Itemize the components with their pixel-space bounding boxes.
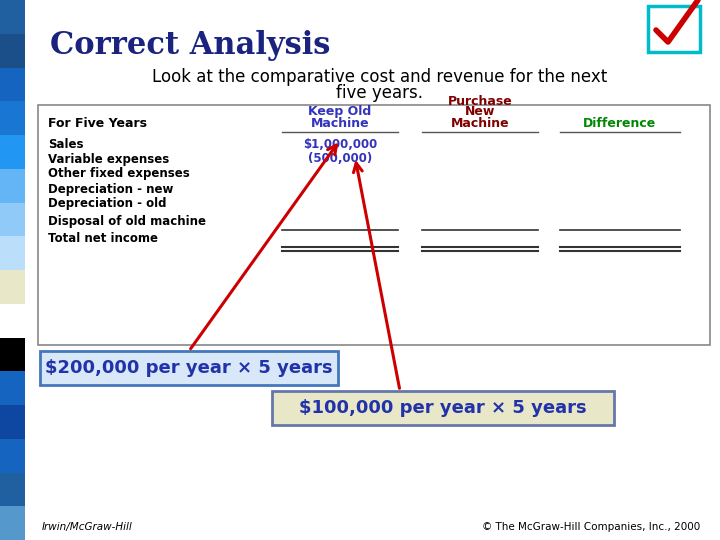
Bar	[38, 105, 710, 345]
Bar	[0, 372, 25, 405]
Text: Sales: Sales	[48, 138, 84, 151]
Bar	[0, 472, 25, 507]
Text: $100,000 per year × 5 years: $100,000 per year × 5 years	[300, 399, 587, 417]
Bar	[272, 391, 614, 425]
Text: Variable expenses: Variable expenses	[48, 152, 169, 165]
Bar	[0, 405, 25, 438]
Text: Keep Old: Keep Old	[308, 105, 372, 118]
Bar	[0, 102, 25, 135]
Bar	[0, 438, 25, 472]
Text: Difference: Difference	[583, 117, 657, 130]
Text: Other fixed expenses: Other fixed expenses	[48, 167, 190, 180]
Text: five years.: five years.	[336, 84, 423, 102]
Bar	[0, 303, 25, 338]
Text: Total net income: Total net income	[48, 233, 158, 246]
Text: Machine: Machine	[451, 117, 509, 130]
Bar	[0, 135, 25, 168]
Bar	[0, 0, 25, 33]
Bar	[0, 168, 25, 202]
Bar	[648, 6, 700, 52]
Text: Purchase: Purchase	[448, 95, 513, 108]
Bar	[0, 270, 25, 303]
Text: Machine: Machine	[311, 117, 369, 130]
Text: Depreciation - old: Depreciation - old	[48, 198, 166, 211]
Text: © The McGraw-Hill Companies, Inc., 2000: © The McGraw-Hill Companies, Inc., 2000	[482, 522, 700, 532]
Text: New: New	[465, 105, 495, 118]
Bar	[0, 202, 25, 237]
Bar	[0, 237, 25, 270]
Text: Irwin/McGraw-Hill: Irwin/McGraw-Hill	[42, 522, 132, 532]
Text: For Five Years: For Five Years	[48, 117, 147, 130]
Bar	[0, 33, 25, 68]
Bar	[0, 68, 25, 102]
Text: Depreciation - new: Depreciation - new	[48, 183, 174, 195]
Text: Look at the comparative cost and revenue for the next: Look at the comparative cost and revenue…	[153, 68, 608, 86]
Text: Correct Analysis: Correct Analysis	[50, 30, 330, 61]
Text: $200,000 per year × 5 years: $200,000 per year × 5 years	[45, 359, 333, 377]
Bar	[0, 338, 25, 372]
Text: $1,000,000: $1,000,000	[303, 138, 377, 151]
Text: (500,000): (500,000)	[308, 152, 372, 165]
Text: Disposal of old machine: Disposal of old machine	[48, 215, 206, 228]
Bar	[40, 351, 338, 385]
Bar	[0, 507, 25, 540]
